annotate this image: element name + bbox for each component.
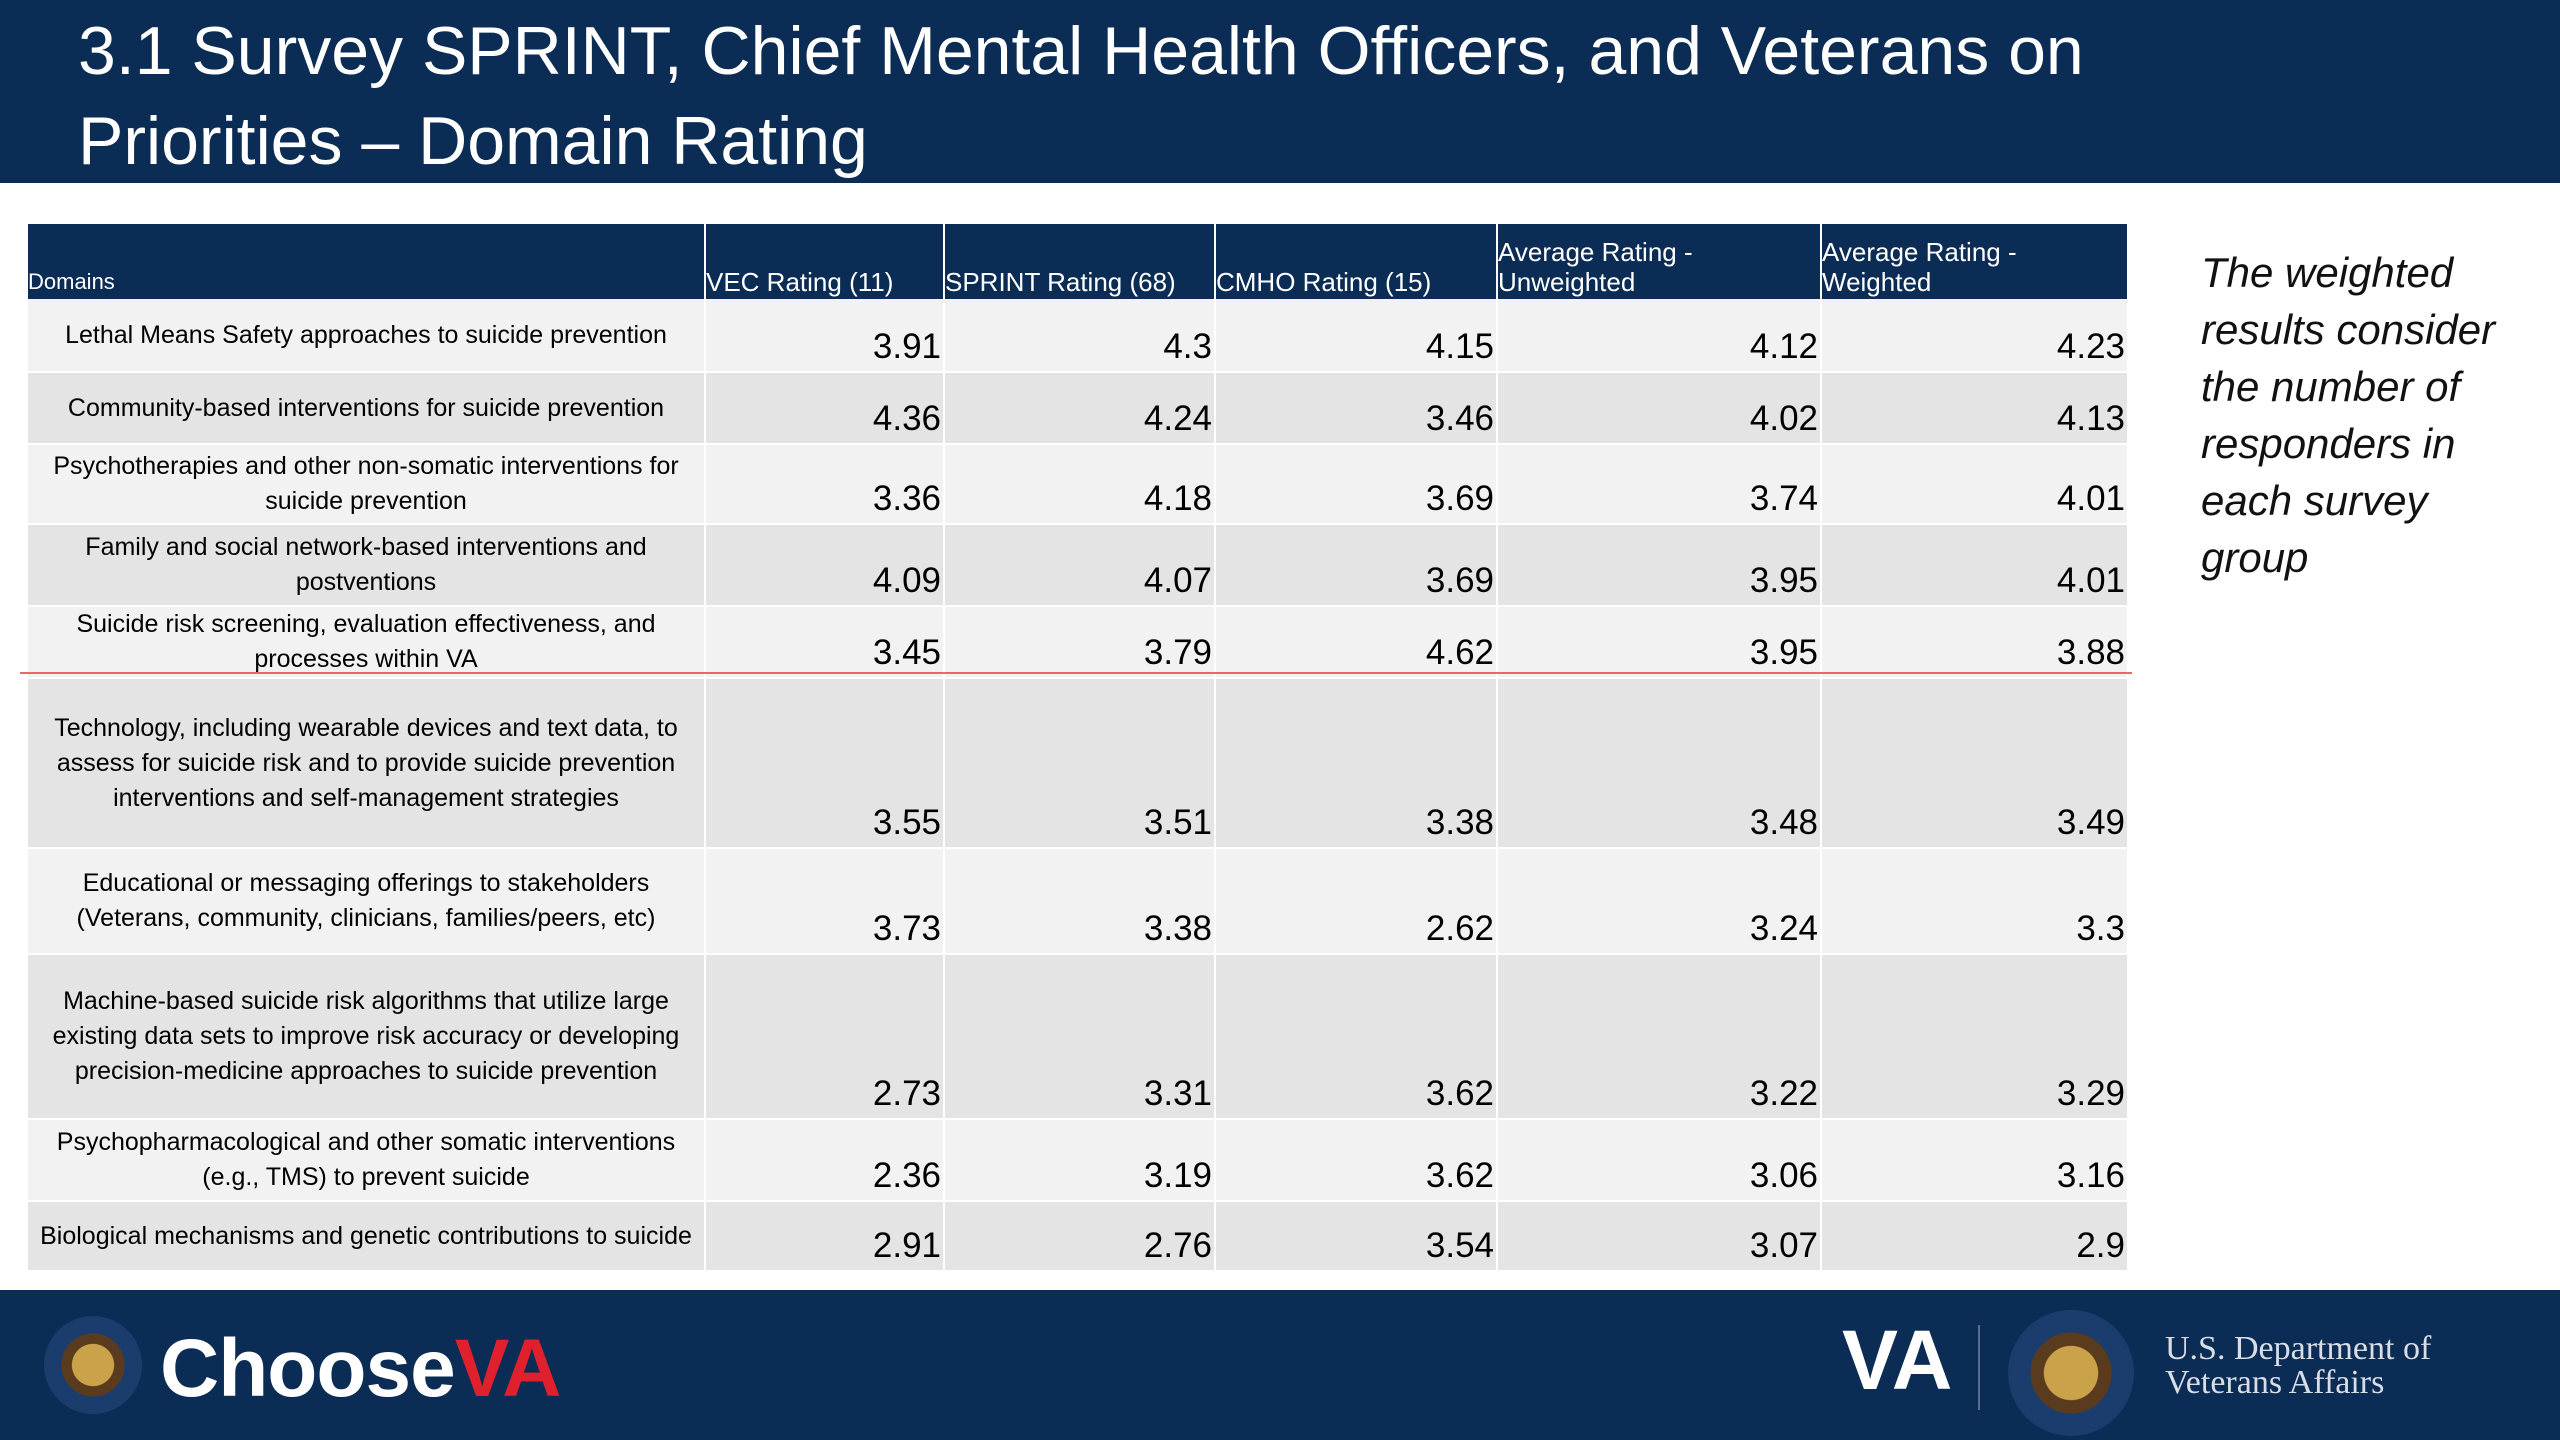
domain-cell: Community-based interventions for suicid… bbox=[28, 372, 706, 445]
rating-cell: 2.73 bbox=[705, 954, 945, 1120]
va-logo: VA bbox=[1842, 1313, 1953, 1407]
rating-cell: 2.36 bbox=[705, 1119, 945, 1202]
rating-cell: 3.38 bbox=[1215, 678, 1498, 849]
rating-cell: 3.51 bbox=[944, 678, 1216, 849]
table-row: Technology, including wearable devices a… bbox=[28, 678, 2129, 849]
rating-cell: 4.01 bbox=[1821, 524, 2129, 607]
table-row: Machine-based suicide risk algorithms th… bbox=[28, 954, 2129, 1120]
rating-cell: 4.01 bbox=[1821, 444, 2129, 525]
rating-cell: 4.13 bbox=[1821, 372, 2129, 445]
rating-cell: 2.62 bbox=[1215, 848, 1498, 955]
domain-cell: Lethal Means Safety approaches to suicid… bbox=[28, 299, 706, 373]
rating-cell: 4.02 bbox=[1497, 372, 1822, 445]
rating-cell: 3.62 bbox=[1215, 1119, 1498, 1202]
domain-cell: Psychopharmacological and other somatic … bbox=[28, 1119, 706, 1202]
column-header: Domains bbox=[28, 224, 706, 299]
department-name: U.S. Department of Veterans Affairs bbox=[2165, 1330, 2432, 1401]
header-row: Domains VEC Rating (11) SPRINT Rating (68)… bbox=[28, 224, 2129, 299]
rating-cell: 3.49 bbox=[1821, 678, 2129, 849]
logo-text: Choose bbox=[160, 1323, 456, 1414]
rating-cell: 4.09 bbox=[705, 524, 945, 607]
table-row: Psychotherapies and other non-somatic in… bbox=[28, 444, 2129, 525]
domain-cell: Educational or messaging offerings to st… bbox=[28, 848, 706, 955]
rating-cell: 2.9 bbox=[1821, 1201, 2129, 1272]
rating-cell: 4.15 bbox=[1215, 299, 1498, 373]
rating-cell: 3.06 bbox=[1497, 1119, 1822, 1202]
rating-cell: 3.62 bbox=[1215, 954, 1498, 1120]
rating-cell: 3.88 bbox=[1821, 606, 2129, 679]
domain-cell: Family and social network-based interven… bbox=[28, 524, 706, 607]
rating-cell: 4.24 bbox=[944, 372, 1216, 445]
column-header: CMHO Rating (15) bbox=[1215, 224, 1498, 299]
rating-cell: 4.07 bbox=[944, 524, 1216, 607]
rating-cell: 3.31 bbox=[944, 954, 1216, 1120]
rating-cell: 3.07 bbox=[1497, 1201, 1822, 1272]
domain-cell: Suicide risk screening, evaluation effec… bbox=[28, 606, 706, 679]
table-row: Educational or messaging offerings to st… bbox=[28, 848, 2129, 955]
table-row: Community-based interventions for suicid… bbox=[28, 372, 2129, 445]
rating-cell: 3.54 bbox=[1215, 1201, 1498, 1272]
column-header: SPRINT Rating (68) bbox=[944, 224, 1216, 299]
rating-cell: 3.24 bbox=[1497, 848, 1822, 955]
rating-cell: 3.46 bbox=[1215, 372, 1498, 445]
domain-cell: Machine-based suicide risk algorithms th… bbox=[28, 954, 706, 1120]
rating-cell: 3.91 bbox=[705, 299, 945, 373]
ratings-table: Domains VEC Rating (11) SPRINT Rating (68)… bbox=[28, 224, 2129, 1272]
rating-cell: 3.19 bbox=[944, 1119, 1216, 1202]
column-header: VEC Rating (11) bbox=[705, 224, 945, 299]
table-body: Lethal Means Safety approaches to suicid… bbox=[28, 299, 2129, 1272]
table-row: Biological mechanisms and genetic contri… bbox=[28, 1201, 2129, 1272]
table-row: Suicide risk screening, evaluation effec… bbox=[28, 606, 2129, 679]
rating-cell: 3.79 bbox=[944, 606, 1216, 679]
rating-cell: 3.38 bbox=[944, 848, 1216, 955]
seal-icon bbox=[44, 1316, 142, 1414]
logo-accent: VA bbox=[454, 1323, 562, 1414]
rating-cell: 3.48 bbox=[1497, 678, 1822, 849]
rating-cell: 3.73 bbox=[705, 848, 945, 955]
rating-cell: 3.29 bbox=[1821, 954, 2129, 1120]
divider-line bbox=[20, 672, 2132, 674]
side-note: The weighted results consider the number… bbox=[2201, 249, 2496, 581]
rating-cell: 2.91 bbox=[705, 1201, 945, 1272]
choose-va-logo: ChooseVA bbox=[160, 1322, 562, 1416]
title-bar: 3.1 Survey SPRINT, Chief Mental Health O… bbox=[0, 0, 2560, 183]
rating-cell: 3.55 bbox=[705, 678, 945, 849]
rating-cell: 3.74 bbox=[1497, 444, 1822, 525]
seal-icon bbox=[2008, 1310, 2134, 1436]
rating-cell: 3.69 bbox=[1215, 444, 1498, 525]
rating-cell: 2.76 bbox=[944, 1201, 1216, 1272]
rating-cell: 4.3 bbox=[944, 299, 1216, 373]
column-header: Average Rating - Weighted bbox=[1821, 224, 2129, 299]
rating-cell: 4.18 bbox=[944, 444, 1216, 525]
column-header: Average Rating - Unweighted bbox=[1497, 224, 1822, 299]
slide-title: 3.1 Survey SPRINT, Chief Mental Health O… bbox=[78, 13, 2084, 179]
table-row: Family and social network-based interven… bbox=[28, 524, 2129, 607]
footer: ChooseVA VA U.S. Department of Veterans … bbox=[0, 1290, 2560, 1440]
rating-cell: 3.45 bbox=[705, 606, 945, 679]
rating-cell: 3.95 bbox=[1497, 606, 1822, 679]
rating-cell: 3.3 bbox=[1821, 848, 2129, 955]
table-row: Lethal Means Safety approaches to suicid… bbox=[28, 299, 2129, 373]
rating-cell: 3.95 bbox=[1497, 524, 1822, 607]
rating-cell: 3.22 bbox=[1497, 954, 1822, 1120]
separator bbox=[1978, 1325, 1980, 1410]
rating-cell: 3.16 bbox=[1821, 1119, 2129, 1202]
rating-cell: 4.23 bbox=[1821, 299, 2129, 373]
domain-cell: Biological mechanisms and genetic contri… bbox=[28, 1201, 706, 1272]
domain-cell: Technology, including wearable devices a… bbox=[28, 678, 706, 849]
rating-cell: 4.62 bbox=[1215, 606, 1498, 679]
rating-cell: 3.36 bbox=[705, 444, 945, 525]
table-row: Psychopharmacological and other somatic … bbox=[28, 1119, 2129, 1202]
rating-cell: 3.69 bbox=[1215, 524, 1498, 607]
rating-cell: 4.12 bbox=[1497, 299, 1822, 373]
domain-cell: Psychotherapies and other non-somatic in… bbox=[28, 444, 706, 525]
rating-cell: 4.36 bbox=[705, 372, 945, 445]
